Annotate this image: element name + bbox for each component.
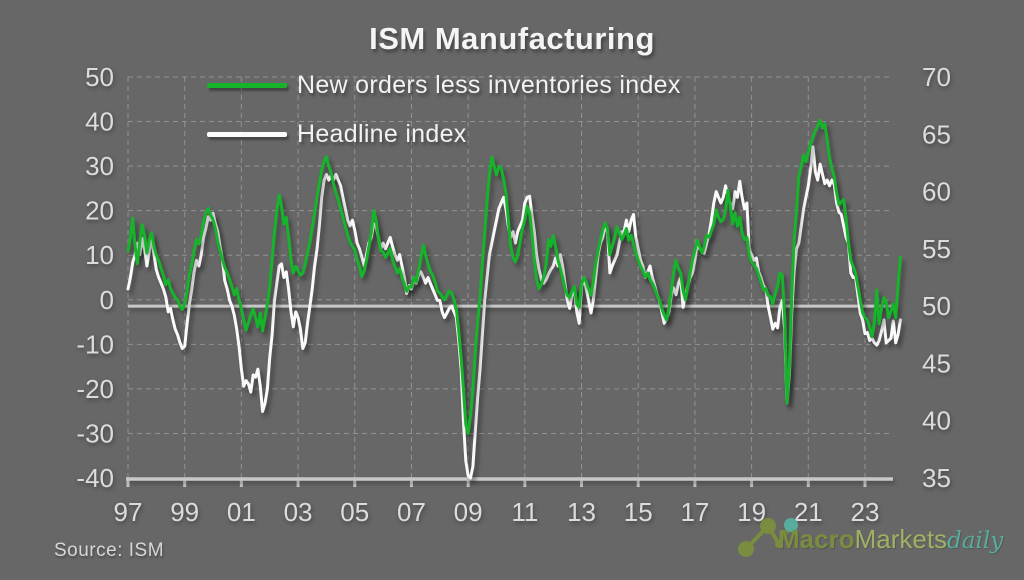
right-axis-label: 40 <box>922 406 951 436</box>
right-axis-label: 35 <box>922 463 951 493</box>
left-axis-label: 40 <box>85 107 114 137</box>
legend-item-headline: Headline index <box>207 119 681 150</box>
x-axis-label: 13 <box>567 497 596 527</box>
brand-logo: MacroMarketsdaily <box>734 514 1022 578</box>
legend: New orders less inventories index Headli… <box>207 70 681 168</box>
right-axis-label: 60 <box>922 177 951 207</box>
left-axis-label: 0 <box>100 285 114 315</box>
x-axis-label: 03 <box>284 497 313 527</box>
left-axis-label: 30 <box>85 151 114 181</box>
x-axis-label: 07 <box>397 497 426 527</box>
x-axis-label: 17 <box>680 497 709 527</box>
left-axis-label: 50 <box>85 62 114 92</box>
x-axis-label: 09 <box>454 497 483 527</box>
legend-item-new-orders: New orders less inventories index <box>207 70 681 101</box>
logo-word-markets: Markets <box>854 524 948 554</box>
right-axis-label: 70 <box>922 62 951 92</box>
source-note: Source: ISM <box>54 540 165 561</box>
x-axis-label: 15 <box>624 497 653 527</box>
x-axis-label: 97 <box>114 497 143 527</box>
x-axis-label: 01 <box>227 497 256 527</box>
logo-word-daily: daily <box>947 528 1004 554</box>
left-axis-label: -20 <box>76 374 114 404</box>
left-axis-label: 10 <box>85 240 114 270</box>
legend-label-new-orders: New orders less inventories index <box>297 71 681 99</box>
x-axis-label: 23 <box>851 497 880 527</box>
legend-line-green-icon <box>207 83 287 88</box>
x-axis-label: 05 <box>340 497 369 527</box>
left-axis-label: 20 <box>85 196 114 226</box>
legend-label-headline: Headline index <box>297 120 467 148</box>
series-new-orders-less-inventories <box>126 118 902 435</box>
right-axis-label: 55 <box>922 234 951 264</box>
series-headline <box>126 145 902 480</box>
left-axis-label: -10 <box>76 329 114 359</box>
x-axis-label: 99 <box>170 497 199 527</box>
left-axis-label: -30 <box>76 418 114 448</box>
logo-word-macro: Macro <box>778 524 855 554</box>
logo-zigzag-icon <box>738 518 798 557</box>
x-axis-label: 21 <box>794 497 823 527</box>
left-axis-label: -40 <box>76 463 114 493</box>
right-axis-label: 65 <box>922 119 951 149</box>
chart-title: ISM Manufacturing <box>369 21 655 56</box>
right-axis-label: 50 <box>922 291 951 321</box>
x-axis-label: 11 <box>511 497 538 527</box>
logo-text: MacroMarketsdaily <box>778 524 1003 555</box>
right-axis-label: 45 <box>922 348 951 378</box>
legend-line-white-icon <box>207 132 287 137</box>
